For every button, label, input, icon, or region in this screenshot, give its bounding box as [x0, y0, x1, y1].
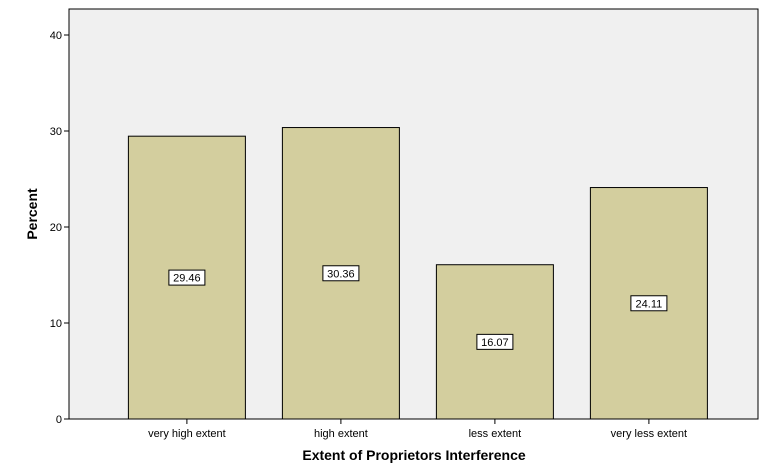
- data-label-box: [630, 295, 668, 312]
- x-tick-label: very high extent: [148, 428, 226, 440]
- data-label: 29.46: [173, 273, 201, 285]
- y-tick-label: 20: [50, 222, 62, 234]
- y-axis-title: Percent: [24, 188, 40, 240]
- x-tick-label: less extent: [469, 428, 522, 440]
- x-tick-label: very less extent: [611, 428, 687, 440]
- y-tick-label: 10: [50, 318, 62, 330]
- y-tick-label: 40: [50, 30, 62, 42]
- data-label: 24.11: [636, 298, 663, 310]
- y-tick-label: 0: [56, 414, 62, 426]
- y-tick-label: 30: [50, 126, 62, 138]
- data-label-box: [476, 333, 514, 350]
- data-label-box: [322, 265, 360, 282]
- data-label: 30.36: [327, 268, 355, 280]
- data-label: 16.07: [481, 337, 509, 349]
- y-axis: 0 10 20 30 40: [50, 30, 69, 426]
- x-axis-title: Extent of Proprietors Interference: [302, 447, 525, 463]
- x-tick-label: high extent: [314, 428, 368, 440]
- bars: 29.46 30.36 16.07 24.11: [127, 127, 708, 420]
- data-label-box: [168, 269, 206, 286]
- x-axis: very high extent high extent less extent ve…: [148, 419, 687, 440]
